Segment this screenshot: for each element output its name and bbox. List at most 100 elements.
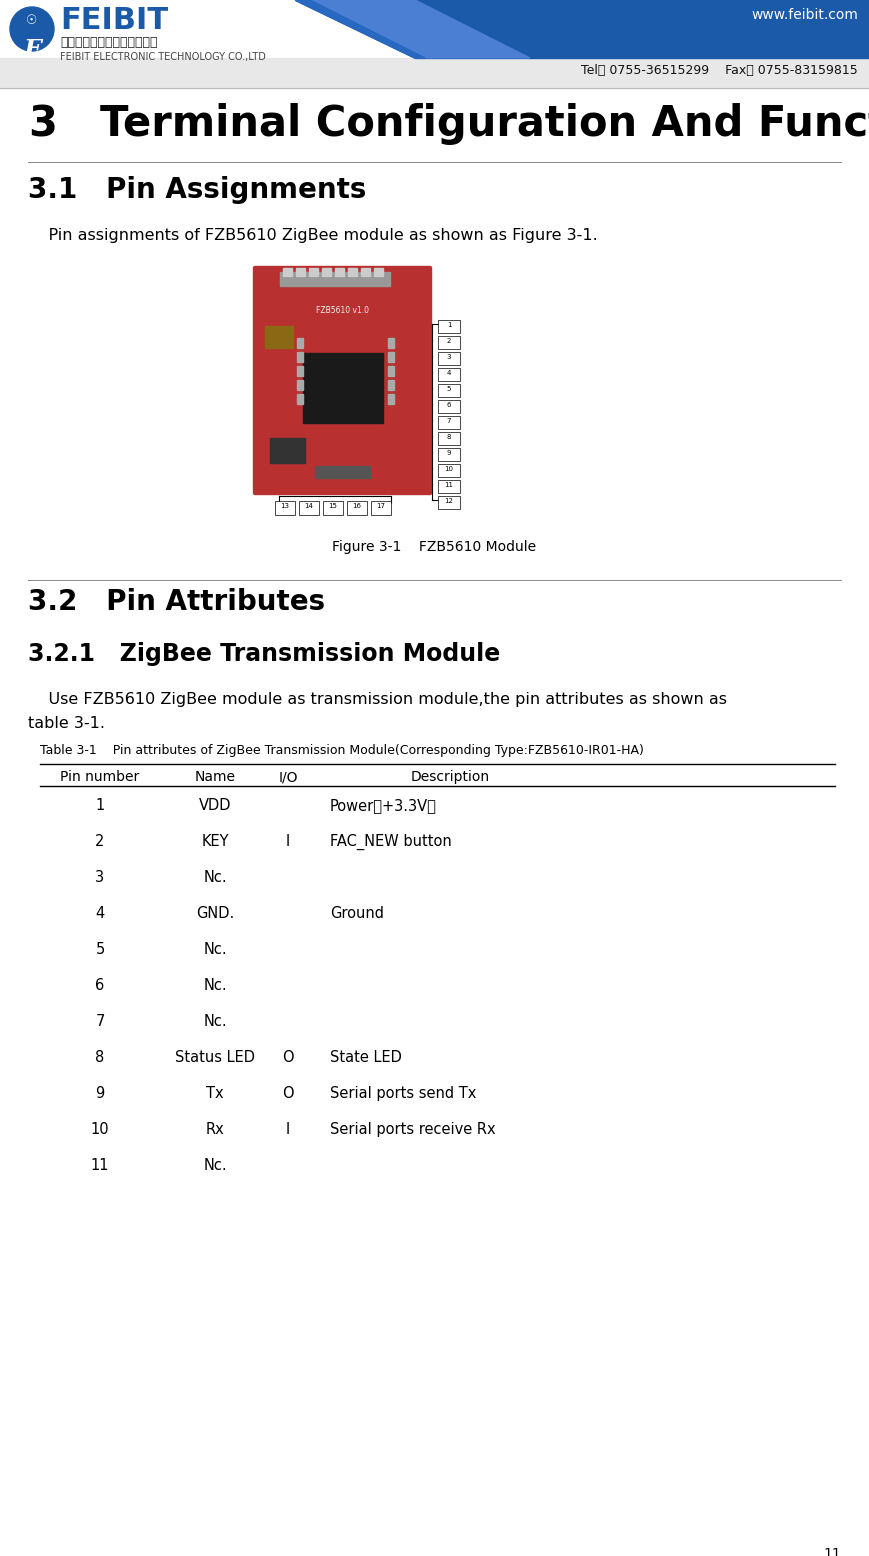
Text: VDD: VDD xyxy=(199,798,231,812)
Bar xyxy=(297,394,303,405)
Text: 9: 9 xyxy=(447,450,451,456)
Text: 3: 3 xyxy=(28,103,57,145)
Text: O: O xyxy=(282,1086,294,1102)
Polygon shape xyxy=(310,0,530,58)
Text: Power（+3.3V）: Power（+3.3V） xyxy=(330,798,437,812)
Text: Table 3-1    Pin attributes of ZigBee Transmission Module(Corresponding Type:FZB: Table 3-1 Pin attributes of ZigBee Trans… xyxy=(40,744,644,758)
Bar xyxy=(438,384,460,397)
Text: Nc.: Nc. xyxy=(203,1158,227,1173)
Bar xyxy=(283,268,292,275)
Text: Tx: Tx xyxy=(206,1086,224,1102)
Text: I/O: I/O xyxy=(278,770,298,784)
Text: Rx: Rx xyxy=(206,1122,224,1137)
Bar xyxy=(438,352,460,366)
Bar xyxy=(438,369,460,381)
Text: Nc.: Nc. xyxy=(203,1015,227,1029)
Text: www.feibit.com: www.feibit.com xyxy=(751,8,858,22)
Bar xyxy=(388,352,394,363)
Text: FEIBIT: FEIBIT xyxy=(60,6,168,34)
Text: 2: 2 xyxy=(96,834,104,850)
Bar xyxy=(438,448,460,461)
Circle shape xyxy=(10,6,54,51)
Text: 4: 4 xyxy=(447,370,451,377)
Text: F: F xyxy=(23,37,41,62)
Text: 9: 9 xyxy=(96,1086,104,1102)
Text: 14: 14 xyxy=(304,503,314,509)
Bar xyxy=(348,268,357,275)
Text: 10: 10 xyxy=(90,1122,109,1137)
Text: ☉: ☉ xyxy=(26,14,37,26)
Text: 7: 7 xyxy=(447,419,451,423)
Text: 15: 15 xyxy=(328,503,337,509)
Bar xyxy=(335,268,344,275)
Text: Nc.: Nc. xyxy=(203,870,227,885)
Text: 4: 4 xyxy=(96,906,104,921)
Text: Serial ports receive Rx: Serial ports receive Rx xyxy=(330,1122,495,1137)
Text: 6: 6 xyxy=(96,979,104,993)
Text: Nc.: Nc. xyxy=(203,979,227,993)
Text: Use FZB5610 ZigBee module as transmission module,the pin attributes as shown as: Use FZB5610 ZigBee module as transmissio… xyxy=(28,692,727,706)
Text: FAC_NEW button: FAC_NEW button xyxy=(330,834,452,850)
Bar xyxy=(297,352,303,363)
Text: O: O xyxy=(282,1050,294,1064)
Text: 深圳市飞比电子科技有限公司: 深圳市飞比电子科技有限公司 xyxy=(60,36,157,48)
Bar xyxy=(303,353,383,423)
Text: 11: 11 xyxy=(445,482,454,489)
Bar xyxy=(438,479,460,493)
Text: 2: 2 xyxy=(447,338,451,344)
Bar xyxy=(347,501,367,515)
Text: 17: 17 xyxy=(376,503,386,509)
Text: KEY: KEY xyxy=(202,834,229,850)
Bar xyxy=(438,433,460,445)
Text: FZB5610 v1.0: FZB5610 v1.0 xyxy=(315,307,368,314)
Text: I: I xyxy=(286,1122,290,1137)
Text: FEIBIT ELECTRONIC TECHNOLOGY CO.,LTD: FEIBIT ELECTRONIC TECHNOLOGY CO.,LTD xyxy=(60,51,266,62)
Text: 11: 11 xyxy=(823,1547,841,1556)
Text: Pin assignments of FZB5610 ZigBee module as shown as Figure 3-1.: Pin assignments of FZB5610 ZigBee module… xyxy=(28,229,598,243)
Bar xyxy=(438,496,460,509)
Text: 3.1   Pin Assignments: 3.1 Pin Assignments xyxy=(28,176,367,204)
Text: table 3-1.: table 3-1. xyxy=(28,716,105,731)
Text: 11: 11 xyxy=(90,1158,109,1173)
Text: 5: 5 xyxy=(96,941,104,957)
Text: I: I xyxy=(286,834,290,850)
Bar xyxy=(297,380,303,391)
Bar xyxy=(299,501,319,515)
Text: GND.: GND. xyxy=(196,906,234,921)
Text: 6: 6 xyxy=(447,401,451,408)
Bar xyxy=(388,394,394,405)
Text: Serial ports send Tx: Serial ports send Tx xyxy=(330,1086,476,1102)
Bar xyxy=(388,380,394,391)
Text: 1: 1 xyxy=(96,798,104,812)
Text: 3: 3 xyxy=(96,870,104,885)
Text: 12: 12 xyxy=(445,498,454,504)
Text: Figure 3-1    FZB5610 Module: Figure 3-1 FZB5610 Module xyxy=(332,540,536,554)
Text: 13: 13 xyxy=(281,503,289,509)
Text: 8: 8 xyxy=(96,1050,104,1064)
Text: 3.2   Pin Attributes: 3.2 Pin Attributes xyxy=(28,588,325,616)
Bar xyxy=(388,338,394,349)
Bar xyxy=(297,366,303,377)
Text: 7: 7 xyxy=(96,1015,104,1029)
Bar xyxy=(309,268,318,275)
Polygon shape xyxy=(295,0,869,58)
Text: 3: 3 xyxy=(447,355,451,359)
Text: Pin number: Pin number xyxy=(60,770,140,784)
Text: Status LED: Status LED xyxy=(175,1050,255,1064)
Bar xyxy=(388,366,394,377)
Bar xyxy=(438,464,460,478)
Bar xyxy=(361,268,370,275)
Text: Nc.: Nc. xyxy=(203,941,227,957)
Bar xyxy=(438,415,460,429)
Text: 10: 10 xyxy=(445,465,454,471)
Text: 5: 5 xyxy=(447,386,451,392)
Bar xyxy=(296,268,305,275)
Bar xyxy=(374,268,383,275)
Text: Ground: Ground xyxy=(330,906,384,921)
Text: 1: 1 xyxy=(447,322,451,328)
Text: 8: 8 xyxy=(447,434,451,440)
Bar xyxy=(265,327,293,349)
Bar xyxy=(270,437,305,464)
Bar xyxy=(315,465,370,478)
Bar xyxy=(297,338,303,349)
